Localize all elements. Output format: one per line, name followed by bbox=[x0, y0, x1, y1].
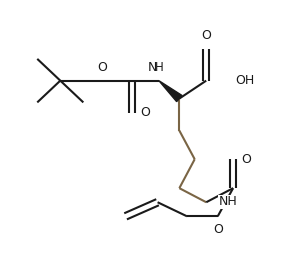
Text: NH: NH bbox=[218, 195, 237, 208]
Polygon shape bbox=[159, 81, 182, 102]
Text: O: O bbox=[213, 223, 223, 236]
Text: O: O bbox=[98, 61, 107, 74]
Text: H: H bbox=[155, 61, 164, 73]
Text: N: N bbox=[148, 61, 157, 73]
Text: O: O bbox=[201, 29, 211, 42]
Text: O: O bbox=[241, 153, 251, 166]
Text: O: O bbox=[140, 106, 150, 119]
Text: OH: OH bbox=[236, 74, 255, 87]
